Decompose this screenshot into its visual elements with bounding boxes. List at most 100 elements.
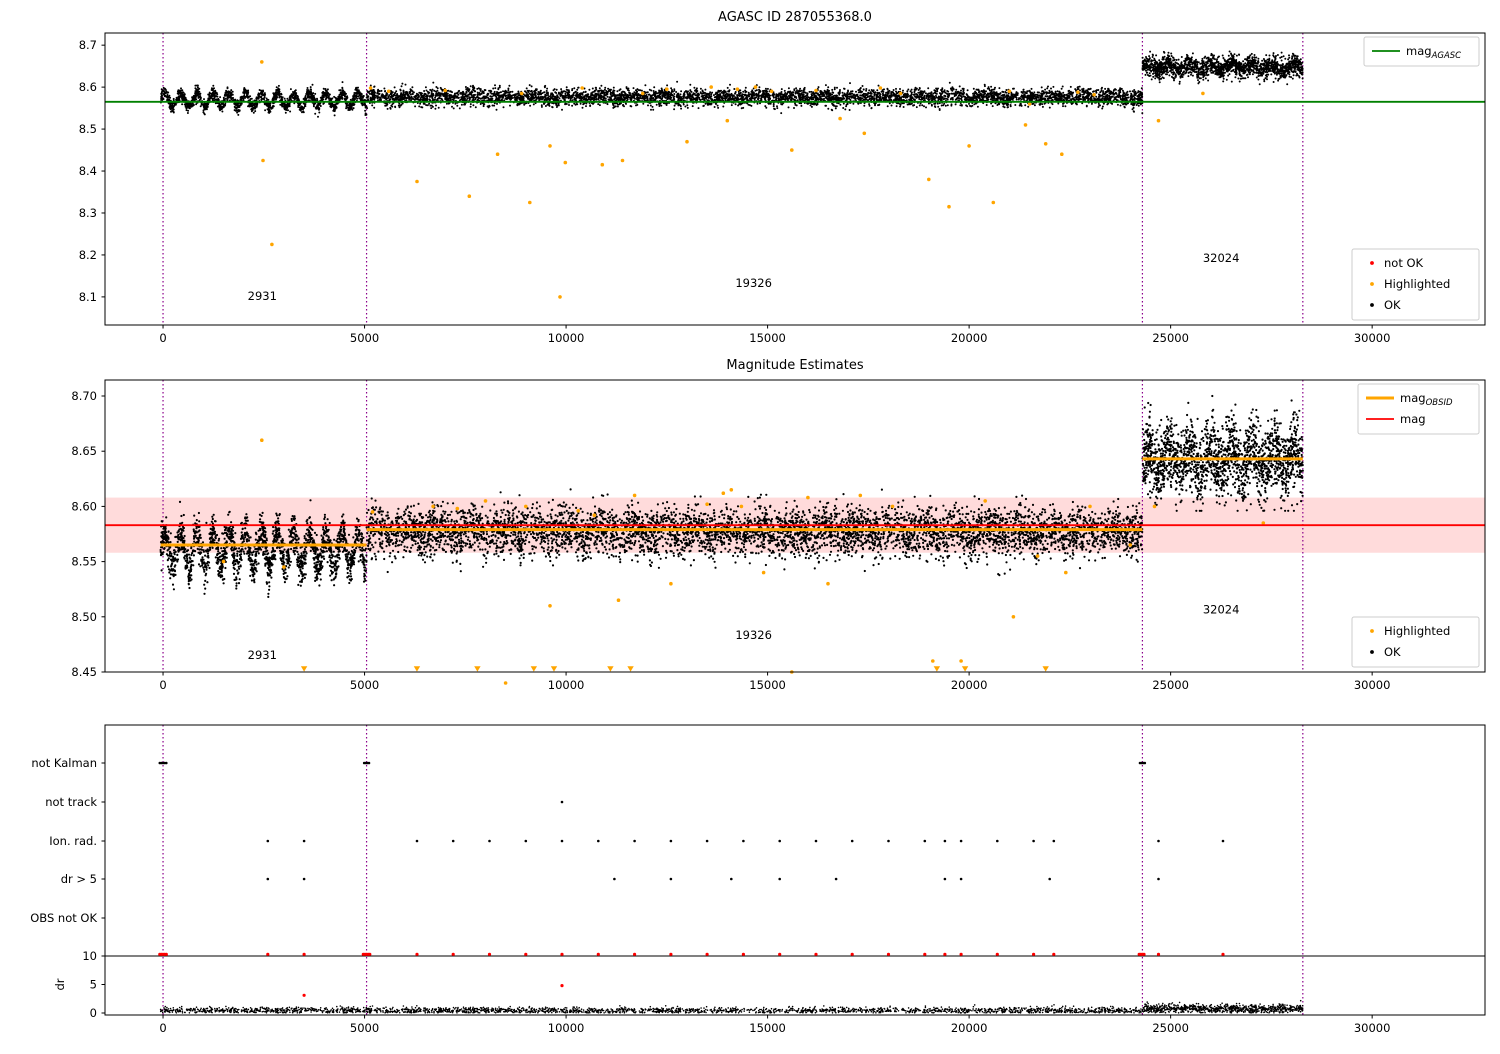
highlighted-point — [1128, 543, 1133, 547]
flag-point — [778, 877, 781, 881]
clipped-low-marker — [530, 666, 538, 672]
not-ok-point — [302, 993, 306, 997]
clipped-low-marker — [1042, 666, 1049, 672]
legend-markers-1-marker-sample — [1370, 261, 1374, 265]
highlighted-point — [806, 495, 810, 500]
not-ok-point — [596, 952, 600, 956]
not-ok-point — [923, 952, 927, 956]
dr-tick-label: 10 — [82, 949, 97, 963]
obsid-annotation: 2931 — [248, 648, 277, 662]
x-tick-label: 25000 — [1152, 331, 1189, 345]
not-ok-point — [1156, 952, 1161, 956]
y-tick-label: 8.1 — [79, 290, 97, 304]
highlighted-point — [1035, 554, 1040, 558]
highlighted-point — [790, 148, 794, 152]
x-tick-label: 0 — [159, 331, 166, 345]
not-ok-point — [850, 952, 854, 956]
highlighted-point — [386, 89, 391, 94]
dr-points — [1141, 999, 1304, 1014]
flag-point — [1032, 839, 1035, 843]
not-ok-point — [814, 952, 818, 956]
y-tick-label: 8.50 — [71, 610, 97, 624]
not-ok-point — [705, 952, 709, 956]
not-ok-point — [1221, 952, 1225, 956]
highlighted-point — [983, 499, 987, 503]
clipped-low-marker — [627, 666, 634, 672]
flag-point — [850, 839, 854, 843]
y-tick-label: 8.55 — [71, 555, 97, 569]
y-tick-label: 8.7 — [79, 38, 97, 52]
x-tick-label: 30000 — [1354, 1021, 1391, 1035]
flag-point — [1221, 839, 1225, 843]
highlighted-point — [282, 565, 286, 569]
flag-point — [415, 839, 419, 843]
flag-point — [1157, 839, 1160, 843]
flag-point — [1048, 877, 1051, 881]
obsid-annotation: 19326 — [735, 628, 772, 642]
highlighted-point — [1023, 123, 1028, 127]
legend-markers-2-marker-sample — [1370, 650, 1374, 654]
flag-point — [633, 839, 636, 843]
not-ok-point — [560, 952, 564, 956]
not-ok-point — [633, 952, 637, 956]
highlighted-point — [858, 493, 863, 498]
highlighted-point — [640, 91, 645, 96]
highlighted-point — [370, 510, 375, 514]
highlighted-point — [1201, 91, 1205, 96]
flag-point — [943, 839, 947, 843]
flag-row-label: Ion. rad. — [49, 834, 97, 848]
legend-markers-1-label: not OK — [1384, 256, 1424, 270]
obsid-annotation: 2931 — [248, 289, 277, 303]
x-tick-label: 10000 — [548, 331, 585, 345]
highlighted-point — [1156, 118, 1161, 123]
not-ok-point — [995, 952, 999, 956]
flag-point — [814, 839, 818, 843]
flag-point — [1052, 839, 1056, 843]
highlighted-point — [443, 88, 448, 93]
plot-title: AGASC ID 287055368.0 — [718, 10, 872, 25]
highlighted-point — [1060, 152, 1064, 156]
not-ok-point — [886, 952, 891, 956]
flag-point — [165, 761, 168, 765]
highlighted-point — [467, 194, 472, 198]
flag-point — [367, 761, 371, 765]
not-ok-point — [1052, 952, 1056, 956]
legend-markers-1-box — [1351, 248, 1480, 321]
flag-point — [959, 877, 963, 881]
flag-point — [597, 839, 600, 843]
highlighted-point — [991, 200, 996, 205]
flag-point — [669, 877, 673, 881]
highlighted-point — [838, 116, 842, 121]
y-tick-label: 8.3 — [79, 206, 97, 220]
highlighted-point — [927, 177, 931, 182]
obsid-annotation: 19326 — [735, 276, 772, 290]
highlighted-point — [753, 85, 758, 89]
highlighted-point — [705, 502, 709, 507]
y-tick-label: 8.45 — [71, 665, 97, 679]
x-tick-label: 5000 — [350, 331, 379, 345]
highlighted-point — [548, 144, 552, 148]
highlighted-point — [761, 570, 766, 575]
highlighted-point — [729, 488, 734, 492]
not-ok-point — [487, 952, 492, 956]
highlighted-point — [576, 509, 580, 513]
clipped-low-marker — [474, 666, 481, 672]
ok-points — [159, 499, 368, 598]
highlighted-point — [669, 581, 673, 586]
not-ok-point — [451, 952, 455, 956]
y-tick-label: 8.65 — [71, 444, 97, 458]
dr-axis-label: dr — [53, 978, 67, 990]
highlighted-point — [524, 504, 528, 509]
flag-point — [451, 839, 455, 843]
highlighted-point — [431, 504, 435, 509]
highlighted-point — [814, 88, 818, 93]
highlighted-point — [769, 89, 774, 94]
x-tick-label: 15000 — [749, 678, 786, 692]
x-tick-label: 0 — [159, 678, 166, 692]
flag-point — [959, 839, 963, 843]
x-tick-label: 20000 — [951, 1021, 988, 1035]
highlighted-point — [616, 598, 621, 602]
y-tick-label: 8.4 — [79, 164, 97, 178]
highlighted-point — [558, 295, 562, 299]
